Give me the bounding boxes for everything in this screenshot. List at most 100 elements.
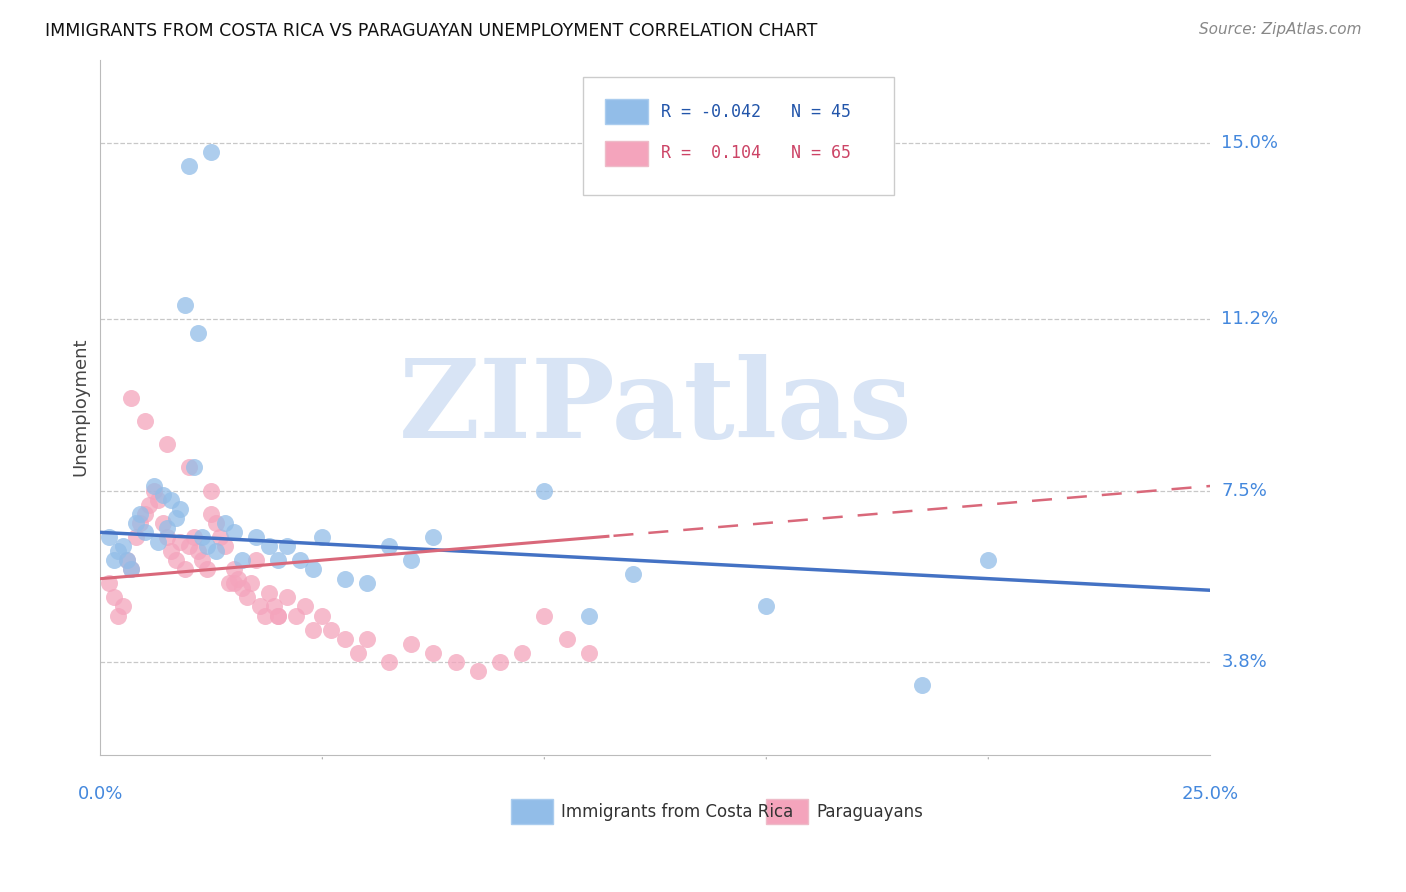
Text: 3.8%: 3.8% xyxy=(1222,653,1267,671)
Point xyxy=(98,576,121,591)
Point xyxy=(142,479,165,493)
Point xyxy=(249,599,271,614)
Point xyxy=(179,159,201,173)
Text: R =  0.104   N = 65: R = 0.104 N = 65 xyxy=(661,145,851,162)
Point xyxy=(231,581,253,595)
Point xyxy=(276,539,298,553)
Point xyxy=(240,576,263,591)
Point xyxy=(399,553,422,567)
Point xyxy=(152,516,174,530)
Point xyxy=(156,521,179,535)
Point xyxy=(173,562,195,576)
Text: IMMIGRANTS FROM COSTA RICA VS PARAGUAYAN UNEMPLOYMENT CORRELATION CHART: IMMIGRANTS FROM COSTA RICA VS PARAGUAYAN… xyxy=(45,22,817,40)
Point xyxy=(120,562,142,576)
Point xyxy=(191,553,214,567)
Point xyxy=(107,544,129,558)
Point xyxy=(284,608,307,623)
Text: 25.0%: 25.0% xyxy=(1181,785,1239,804)
Point xyxy=(222,562,245,576)
Point xyxy=(179,460,201,475)
Point xyxy=(103,553,125,567)
Point xyxy=(533,608,555,623)
Point xyxy=(621,567,644,582)
Point xyxy=(911,678,934,692)
Point xyxy=(120,391,142,405)
Point xyxy=(267,553,290,567)
Point xyxy=(107,608,129,623)
Point xyxy=(467,665,489,679)
Point xyxy=(160,492,183,507)
Point xyxy=(510,646,533,660)
Point xyxy=(333,572,356,586)
Point xyxy=(302,623,325,637)
Point xyxy=(444,655,467,669)
Text: ZIPatlas: ZIPatlas xyxy=(398,354,912,460)
FancyBboxPatch shape xyxy=(766,799,808,824)
Point xyxy=(160,544,183,558)
Point xyxy=(111,539,134,553)
Point xyxy=(214,516,236,530)
Point xyxy=(267,608,290,623)
Point xyxy=(187,326,209,340)
Point xyxy=(422,530,444,544)
Point xyxy=(257,585,280,599)
Point xyxy=(378,655,401,669)
Y-axis label: Unemployment: Unemployment xyxy=(72,338,89,476)
Text: Source: ZipAtlas.com: Source: ZipAtlas.com xyxy=(1198,22,1361,37)
Point xyxy=(173,298,195,312)
Point xyxy=(222,576,245,591)
Point xyxy=(187,544,209,558)
Point xyxy=(226,572,249,586)
Point xyxy=(134,507,156,521)
Point xyxy=(165,511,187,525)
Point xyxy=(183,530,205,544)
FancyBboxPatch shape xyxy=(606,141,648,166)
Point xyxy=(134,525,156,540)
Point xyxy=(356,576,378,591)
Point xyxy=(422,646,444,660)
Text: 7.5%: 7.5% xyxy=(1222,482,1267,500)
Point xyxy=(245,530,267,544)
Point xyxy=(263,599,285,614)
Point xyxy=(129,516,152,530)
Point xyxy=(302,562,325,576)
Point xyxy=(134,414,156,428)
Point xyxy=(245,553,267,567)
Point xyxy=(311,608,333,623)
Point xyxy=(294,599,316,614)
Point xyxy=(578,608,600,623)
Point xyxy=(179,539,201,553)
FancyBboxPatch shape xyxy=(510,799,553,824)
Text: 0.0%: 0.0% xyxy=(77,785,124,804)
Point xyxy=(195,562,218,576)
Point xyxy=(115,553,138,567)
Point xyxy=(98,530,121,544)
Point xyxy=(152,488,174,502)
Point xyxy=(169,534,191,549)
Point xyxy=(111,599,134,614)
Point xyxy=(214,539,236,553)
Point xyxy=(120,562,142,576)
Point xyxy=(222,525,245,540)
Point xyxy=(311,530,333,544)
Point xyxy=(156,530,179,544)
Point xyxy=(103,591,125,605)
Text: R = -0.042   N = 45: R = -0.042 N = 45 xyxy=(661,103,851,120)
Point xyxy=(142,483,165,498)
Point xyxy=(977,553,1000,567)
Point xyxy=(578,646,600,660)
Point xyxy=(204,544,226,558)
Point xyxy=(200,145,222,160)
Point xyxy=(200,483,222,498)
Point xyxy=(231,553,253,567)
Point xyxy=(146,492,169,507)
Point xyxy=(356,632,378,646)
Text: Paraguayans: Paraguayans xyxy=(817,803,924,821)
Point xyxy=(183,460,205,475)
Point xyxy=(218,576,240,591)
Point xyxy=(115,553,138,567)
Point xyxy=(125,516,148,530)
Point xyxy=(533,483,555,498)
Point xyxy=(347,646,370,660)
Point xyxy=(209,530,232,544)
